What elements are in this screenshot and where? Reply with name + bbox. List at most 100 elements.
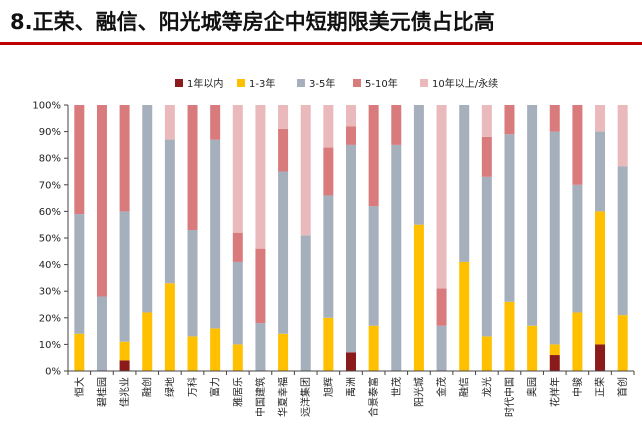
legend-swatch [353,79,361,87]
legend-label: 1年以内 [187,77,223,90]
x-category-label: 龙光 [480,377,493,397]
y-tick-label: 50% [39,234,61,245]
bar-segment [74,333,85,371]
bar-segment [323,105,334,148]
bar-segment [323,147,334,196]
bar-segment [142,105,153,313]
legend-label: 5-10年 [365,77,398,90]
bar-segment [96,296,107,371]
bar-segment [527,105,538,326]
bar-segment [278,333,289,371]
legend-swatch [297,79,305,87]
legend-label: 3-5年 [309,77,335,90]
bar-segment [323,317,334,371]
bar-segment [323,195,334,318]
legend-swatch [175,79,183,87]
bar-segment [368,206,379,326]
x-category-label: 万科 [186,377,199,397]
x-category-label: 正荣 [595,377,607,397]
bar-segment [187,230,198,337]
x-category-label: 世茂 [390,377,403,397]
y-tick-label: 60% [39,207,61,218]
bar-segment [232,232,243,262]
bar-segment [459,261,470,371]
bar-segment [142,312,153,371]
y-tick-label: 10% [39,340,61,351]
bar-segment [210,105,221,140]
title-underline [0,42,642,45]
bar-segment [232,261,243,345]
x-category-label: 阳光城 [412,377,425,407]
bar-segment [164,139,175,284]
bar-segment [255,323,266,371]
bar-segment [346,126,356,145]
bar-segment [436,288,447,326]
x-category-label: 中国建筑 [254,377,267,417]
x-category-label: 富力 [209,377,222,397]
y-tick-label: 30% [39,287,61,298]
bar-segment [436,105,447,289]
bar-segment [595,105,606,132]
x-category-label: 旭辉 [323,377,335,397]
bar-segment [119,211,130,342]
bar-segment [232,105,243,233]
bar-segment [391,105,402,145]
x-category-label: 华夏幸福 [277,377,290,417]
legend-label: 1-3年 [249,77,275,90]
y-tick-label: 0% [45,367,61,378]
bar-segment [278,171,289,334]
x-category-label: 合景泰富 [367,377,380,417]
bar-segment [300,235,311,371]
bar-segment [187,105,198,231]
y-axis: 0% 10% 20% 30% 40% 50% 60% 70% 80% 90% 100% [32,101,69,378]
bar-segment [119,105,130,212]
x-category-label: 首创 [616,377,629,397]
bar-segment [119,360,130,371]
bar-segment [300,105,311,236]
bar-segment [527,325,538,371]
chart-legend: 1年以内 1-3年 3-5年 5-10年 10年以上/永续 [175,77,498,90]
bar-segment [549,131,560,345]
bar-segment [549,344,560,356]
bar-segment [255,248,266,324]
bar-segment [74,214,85,334]
bar-segment [164,283,175,371]
bar-segment [481,336,492,371]
x-category-label: 融信 [459,377,471,397]
bar-segment [164,105,175,140]
bar-segment [504,105,515,135]
legend-swatch [420,79,428,87]
x-category-label: 绿地 [163,377,176,397]
x-category-label: 禹洲 [345,377,358,397]
legend-swatch [237,79,245,87]
bar-segment [232,344,243,371]
bar-segment [617,105,628,167]
bar-segment [210,139,221,329]
bar-segment [481,176,492,337]
bar-segment [210,328,221,371]
y-tick-label: 90% [39,127,61,138]
y-tick-label: 70% [39,180,61,191]
bar-segment [74,105,85,215]
y-tick-label: 100% [32,101,61,112]
x-category-label: 时代中国 [503,377,516,417]
bar-segment [572,105,583,185]
bar-segment [459,105,470,262]
x-category-label: 佳兆业 [118,377,131,407]
bar-segment [481,136,492,177]
bar-segment [96,105,107,297]
bar-segment [572,312,583,371]
bar-segment [481,105,492,137]
bar-segment [549,355,560,371]
bar-segment [617,166,628,316]
bar-segment [572,184,583,313]
bar-segment [413,224,424,371]
x-category-label: 中骏 [571,377,584,397]
bar-segment [368,105,379,207]
bar-segment [436,325,447,371]
bar-segment [549,105,560,132]
bar-segment [346,352,356,371]
y-tick-label: 20% [39,313,61,324]
y-tick-label: 80% [39,154,61,165]
